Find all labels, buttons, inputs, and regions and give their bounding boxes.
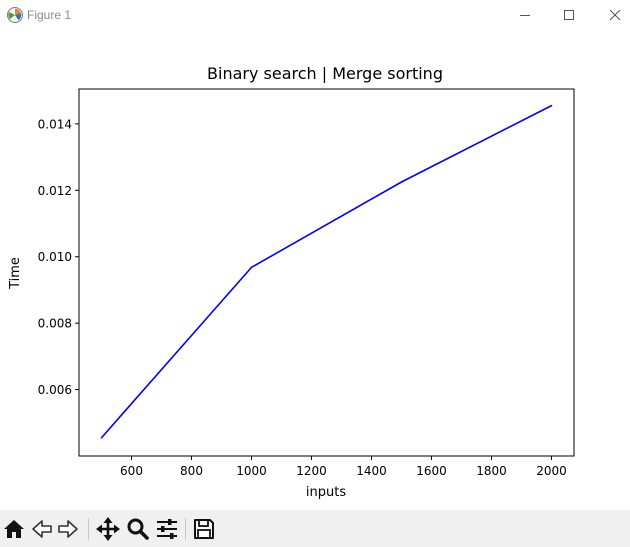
- x-tick-label: 1400: [356, 464, 387, 478]
- x-axis-label: inputs: [306, 485, 346, 500]
- x-tick-label: 1000: [236, 464, 267, 478]
- x-tick-label: 1800: [476, 464, 507, 478]
- minimize-button[interactable]: [502, 0, 548, 30]
- x-tick-label: 800: [180, 464, 203, 478]
- save-button[interactable]: [192, 517, 216, 541]
- toolbar-separator: [185, 518, 186, 540]
- zoom-magnifier-icon: [127, 518, 149, 540]
- axes-frame: [78, 88, 575, 457]
- back-arrow-icon: [32, 520, 52, 538]
- matplotlib-figure-icon: [7, 7, 23, 23]
- y-axis-label: Time: [8, 257, 23, 290]
- zoom-button[interactable]: [126, 517, 150, 541]
- home-button[interactable]: [2, 517, 26, 541]
- window-titlebar: Figure 1: [0, 0, 630, 30]
- close-icon: [609, 9, 621, 21]
- configure-subplots-icon: [157, 519, 177, 539]
- minimize-icon: [520, 15, 530, 16]
- back-button[interactable]: [30, 517, 54, 541]
- pan-move-icon: [96, 517, 120, 541]
- x-tick-label: 600: [120, 464, 143, 478]
- x-tick-label: 1200: [296, 464, 327, 478]
- y-tick-label: 0.006: [38, 383, 72, 397]
- navigation-toolbar: [0, 510, 630, 547]
- figure-canvas[interactable]: Binary search | Merge sorting 600 800 1000…: [0, 30, 630, 510]
- configure-subplots-button[interactable]: [155, 517, 179, 541]
- series-line: [100, 104, 552, 439]
- maximize-icon: [564, 10, 574, 20]
- y-tick-label: 0.012: [38, 184, 72, 198]
- pan-button[interactable]: [96, 517, 120, 541]
- forward-arrow-icon: [58, 520, 78, 538]
- y-tick-label: 0.010: [38, 250, 72, 264]
- y-tick-label: 0.014: [38, 117, 72, 131]
- y-tick-label: 0.008: [38, 317, 72, 331]
- close-button[interactable]: [592, 0, 630, 30]
- window-title: Figure 1: [27, 8, 72, 22]
- chart-title: Binary search | Merge sorting: [207, 64, 443, 83]
- line-chart: Binary search | Merge sorting 600 800 1000…: [8, 64, 575, 500]
- x-tick-label: 1600: [416, 464, 447, 478]
- toolbar-separator: [88, 518, 89, 540]
- save-floppy-icon: [194, 519, 214, 539]
- data-point: [100, 436, 103, 439]
- data-point: [550, 104, 553, 107]
- data-point: [250, 266, 253, 269]
- maximize-button[interactable]: [546, 0, 592, 30]
- home-icon: [4, 520, 24, 538]
- data-point: [400, 181, 403, 183]
- x-tick-label: 2000: [536, 464, 567, 478]
- forward-button[interactable]: [56, 517, 80, 541]
